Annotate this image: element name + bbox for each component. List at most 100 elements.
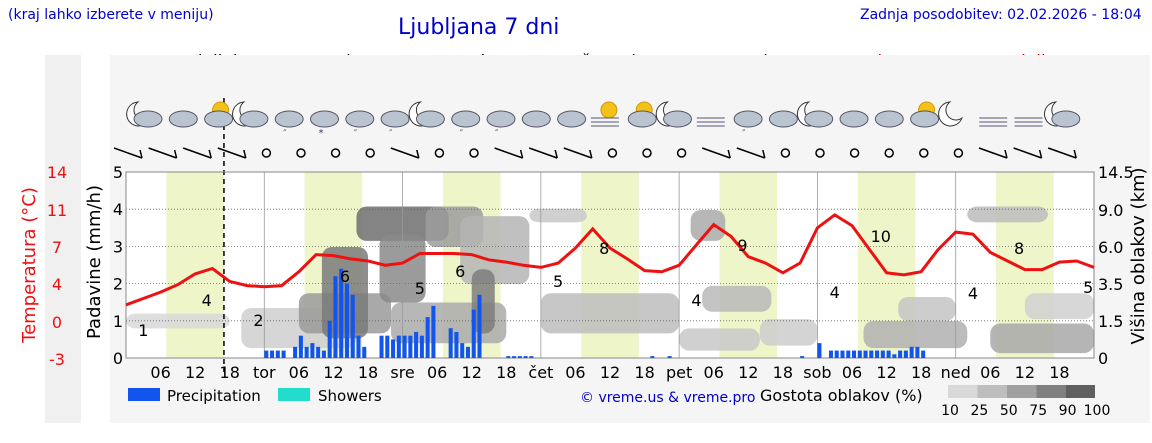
- precip-tick: 2: [113, 275, 123, 294]
- temperature-line: [125, 213, 1095, 307]
- cloud-density-area: [1024, 293, 1094, 320]
- wind-barb-shaft: [1047, 147, 1077, 159]
- x-hour-tick: 06: [427, 363, 447, 382]
- precip-bar: [327, 320, 332, 358]
- cloud-icon: [451, 110, 481, 128]
- precip-bar: [857, 350, 862, 358]
- cloud-icon: [133, 110, 163, 128]
- wind-barb: [701, 147, 731, 159]
- cloud-icon: [486, 110, 516, 128]
- wind-barb-feather: [762, 149, 766, 159]
- precip-tick: 5: [113, 163, 123, 182]
- cloud-icon: [557, 110, 587, 128]
- density-legend-step: 10: [941, 403, 959, 419]
- temperature-label: 9: [737, 236, 747, 255]
- x-hour-tick: 06: [980, 363, 1000, 382]
- precip-bar: [402, 335, 407, 358]
- temperature-axis-label: Temperatura (°C): [19, 187, 40, 344]
- density-legend-swatch: [1065, 385, 1095, 398]
- x-hour-tick: 18: [358, 363, 378, 382]
- rain-cloud-icon: ″: [274, 110, 304, 139]
- rain-drops-icon: ″: [389, 129, 393, 139]
- temperature-label: 6: [455, 262, 465, 281]
- wind-barb: [563, 147, 593, 159]
- density-legend-step: 25: [970, 403, 988, 419]
- cloud-density-area: [529, 208, 587, 223]
- precip-tick: 0: [113, 349, 123, 368]
- precip-bar: [886, 350, 891, 358]
- precip-bar: [840, 350, 845, 358]
- wind-barb-feather: [243, 149, 247, 159]
- precip-bar: [512, 356, 517, 358]
- precip-bar: [460, 343, 465, 358]
- fog-icon: [1014, 117, 1043, 127]
- precip-bar: [419, 335, 424, 358]
- density-legend-step: 90: [1059, 403, 1077, 419]
- cloud-icon: [557, 110, 587, 128]
- rain-drops-icon: ″: [283, 129, 287, 139]
- temperature-tick: -3: [49, 350, 65, 369]
- moon-cloud-icon: [232, 101, 269, 128]
- rain-cloud-icon: ″: [733, 110, 763, 139]
- cloud-height-tick: 1.5: [1098, 312, 1123, 331]
- rain-drops-icon: ″: [495, 129, 499, 139]
- precip-bar: [506, 356, 511, 358]
- cloud-icon: [204, 110, 234, 128]
- cloud-height-tick: 3.5: [1098, 275, 1123, 294]
- wind-calm-marker: [780, 148, 791, 158]
- fog-icon: [979, 117, 1008, 127]
- cloud-height-tick: 14.5: [1098, 163, 1134, 182]
- wind-calm-marker: [676, 148, 687, 158]
- cloud-icon: [910, 110, 940, 128]
- x-day-tick: pet: [666, 363, 692, 382]
- wind-barb: [736, 147, 766, 159]
- cloud-density-area: [990, 323, 1094, 354]
- cloud-icon: [874, 110, 904, 128]
- precipitation-legend-swatch: [128, 388, 160, 401]
- precip-tick: 4: [113, 200, 123, 219]
- cloud-height-tick: 9.0: [1098, 201, 1123, 220]
- density-legend-swatch: [977, 385, 1007, 398]
- wind-barb-shaft: [1013, 147, 1042, 159]
- x-day-tick: tor: [253, 363, 276, 382]
- wind-calm-marker: [607, 148, 618, 158]
- precip-bar: [333, 276, 338, 358]
- precip-bar: [316, 346, 321, 358]
- cloud-icon: [239, 110, 269, 128]
- moon-cloud-icon: [1044, 101, 1081, 128]
- cloud-density-area: [759, 319, 818, 346]
- wind-barb-feather: [727, 149, 731, 159]
- showers-legend-swatch: [278, 388, 310, 401]
- precip-bar: [391, 339, 396, 358]
- wind-barb-shaft: [217, 147, 247, 159]
- rain-cloud-icon: ″: [486, 110, 516, 139]
- temperature-label: 4: [830, 283, 840, 302]
- precip-bar: [903, 350, 908, 358]
- temperature-label: 8: [599, 239, 609, 258]
- cloud-icon: [168, 110, 198, 128]
- cloud-density-area: [863, 321, 968, 349]
- precip-bar: [431, 305, 436, 358]
- x-hour-tick: 18: [496, 363, 516, 382]
- cloud-icon: [1051, 110, 1081, 128]
- x-hour-tick: 12: [462, 363, 482, 382]
- precip-tick: 1: [113, 312, 123, 331]
- precip-bar: [650, 356, 655, 358]
- fog-icon: [696, 117, 725, 127]
- x-day-tick: sob: [803, 363, 831, 382]
- wind-calm-marker: [469, 148, 479, 158]
- wind-barb: [148, 147, 178, 159]
- cloud-icon: [380, 110, 410, 128]
- density-legend-step: 50: [1000, 403, 1018, 419]
- precip-bar: [396, 335, 401, 358]
- cloud-icon: [663, 110, 692, 128]
- cloud-icon: [839, 110, 869, 128]
- precip-bar: [915, 346, 920, 358]
- cloud-icon: [521, 110, 551, 128]
- x-hour-tick: 12: [323, 363, 343, 382]
- precip-bar: [379, 335, 384, 358]
- x-hour-tick: 12: [738, 363, 758, 382]
- rain-drops-icon: ″: [460, 129, 464, 139]
- snow-flakes-icon: *: [319, 128, 324, 139]
